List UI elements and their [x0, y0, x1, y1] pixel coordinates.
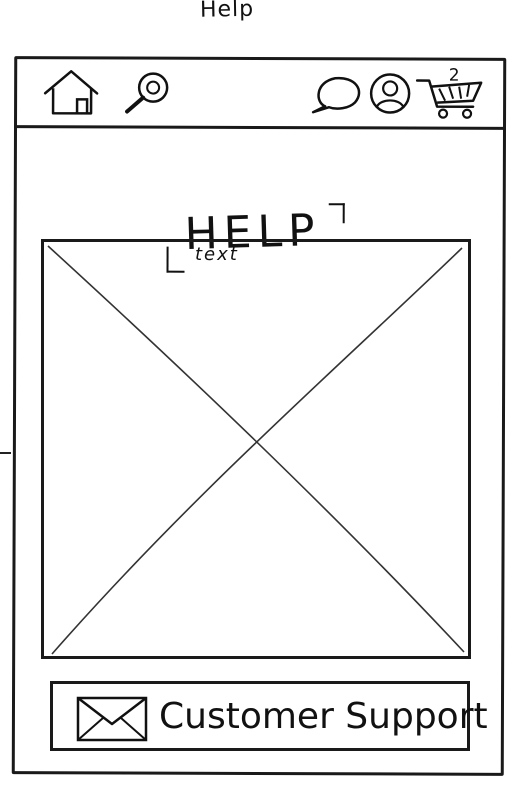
search-icon[interactable] [121, 70, 173, 116]
placeholder-text: text [195, 244, 239, 265]
customer-support-button[interactable]: Customer Support [50, 681, 488, 751]
user-icon[interactable] [367, 70, 413, 116]
phone-frame: 2 HELP [11, 56, 507, 776]
customer-support-label: Customer Support [159, 696, 488, 737]
top-navigation-bar: 2 [17, 59, 504, 130]
chat-icon[interactable] [305, 72, 367, 116]
heading-bracket-right [328, 203, 345, 224]
sketch-mark [0, 452, 11, 454]
home-icon[interactable] [41, 67, 103, 117]
cart-count-badge: 2 [448, 65, 460, 86]
cart-icon[interactable] [415, 65, 485, 121]
sheet-title: Help [199, 0, 255, 23]
mail-icon [75, 694, 149, 744]
image-placeholder [41, 239, 471, 659]
